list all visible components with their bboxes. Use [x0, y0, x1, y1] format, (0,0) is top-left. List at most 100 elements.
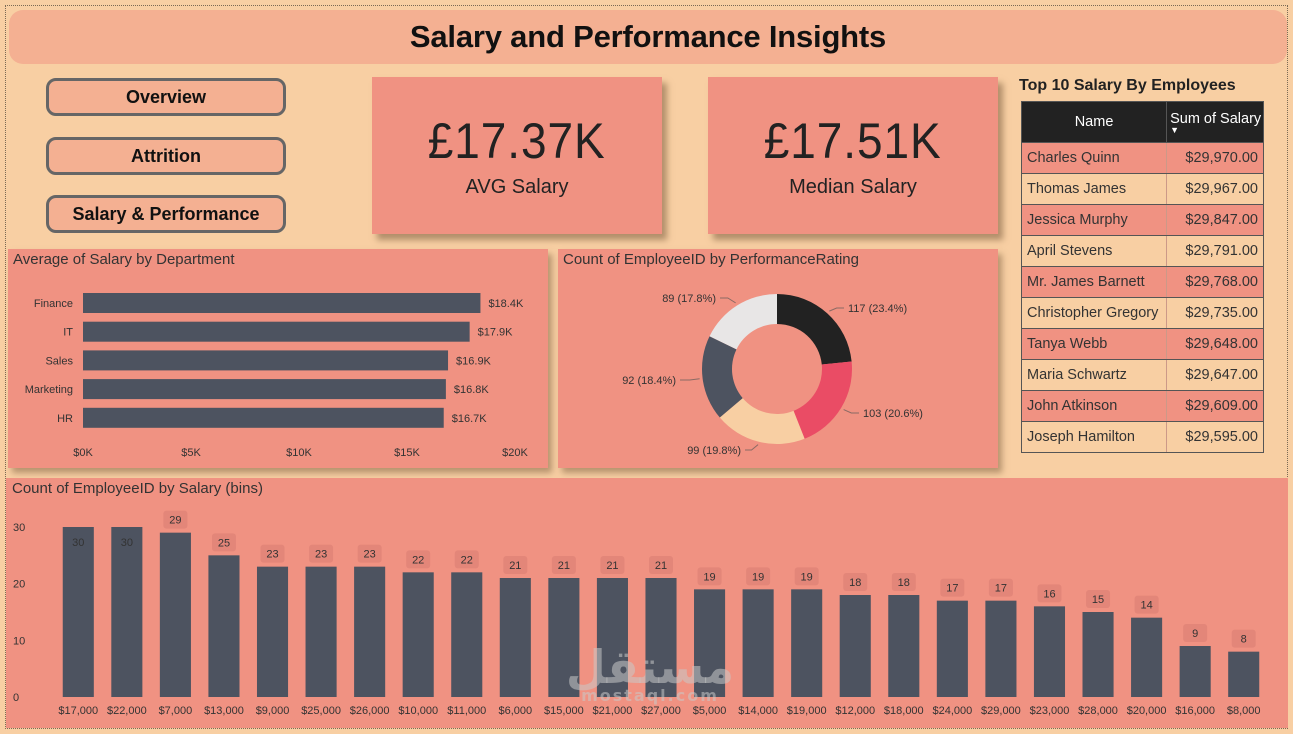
sort-descending-icon: ▼ [1170, 124, 1180, 135]
bar [1179, 646, 1211, 697]
data-label: 18 [898, 577, 910, 589]
bar [1228, 651, 1260, 697]
employee-name-cell: Christopher Gregory [1020, 297, 1168, 329]
table-row[interactable]: Thomas James $29,967.00 [1020, 173, 1264, 205]
data-label: 17 [946, 583, 958, 595]
page-border [5, 5, 1288, 729]
y-tick-label: 0 [13, 692, 19, 704]
table-row[interactable]: Tanya Webb $29,648.00 [1020, 328, 1264, 360]
x-tick-label: $25,000 [301, 705, 341, 717]
bar [256, 566, 289, 697]
data-label: 19 [752, 571, 764, 583]
data-label-bg [1231, 629, 1256, 648]
table-row[interactable]: Jessica Murphy $29,847.00 [1020, 204, 1264, 236]
donut-slice [719, 398, 805, 444]
table-row[interactable]: John Atkinson $29,609.00 [1020, 390, 1264, 422]
bar [159, 532, 191, 697]
data-label-bg [211, 533, 236, 552]
donut-slice [777, 294, 852, 365]
nav-button-salary-performance[interactable]: Salary & Performance [46, 195, 286, 233]
data-label-bg [746, 567, 771, 586]
column-header-label: Name [1074, 114, 1114, 130]
bar [83, 293, 481, 313]
data-label-bg [794, 567, 819, 586]
x-tick-label: $14,000 [738, 705, 778, 717]
employee-name-cell: Thomas James [1020, 173, 1168, 205]
data-label: 22 [461, 554, 473, 566]
category-label: Finance [34, 298, 73, 310]
table-row[interactable]: Charles Quinn $29,970.00 [1020, 142, 1264, 174]
column-header-name[interactable]: Name [1020, 101, 1168, 143]
bins-chart-svg: 0 10 20 30 30 $17,000 30 $22,000 29 $7,000 25 $13,0… [13, 510, 1261, 717]
kpi-card-avg-salary: £17.37K AVG Salary [372, 77, 662, 234]
data-label-bg [551, 556, 576, 574]
bar [208, 555, 240, 697]
bar [305, 566, 337, 697]
bar [1131, 617, 1163, 697]
bar [985, 600, 1017, 697]
x-tick-label: $22,000 [107, 705, 147, 717]
nav-button-attrition[interactable]: Attrition [46, 137, 286, 175]
chart-title: Count of EmployeeID by Salary (bins) [12, 480, 263, 497]
table-row[interactable]: Joseph Hamilton $29,595.00 [1020, 421, 1264, 453]
bar [83, 379, 446, 400]
data-label: 99 (19.8%) [687, 445, 741, 457]
data-label-bg [406, 550, 431, 569]
bar [499, 578, 531, 697]
data-label-bg [940, 578, 965, 597]
employee-name-cell: Jessica Murphy [1020, 204, 1168, 236]
column-header-sum-of-salary[interactable]: Sum of Salary ▼ [1166, 101, 1264, 143]
kpi-label: AVG Salary [465, 176, 569, 198]
data-label: 9 [1192, 628, 1198, 640]
data-label: 19 [703, 571, 715, 583]
kpi-value: £17.37K [428, 113, 606, 169]
x-tick-label: $17,000 [58, 705, 98, 717]
data-label: 21 [655, 560, 667, 572]
bar [402, 572, 434, 697]
category-label: HR [57, 413, 73, 425]
category-label: IT [63, 327, 73, 339]
nav-button-overview[interactable]: Overview [46, 78, 286, 116]
chart-panel-performance-rating: Count of EmployeeID by PerformanceRating… [558, 249, 998, 468]
data-label-bg [309, 544, 334, 563]
data-label: 23 [364, 549, 376, 561]
bar [1082, 612, 1114, 697]
data-label: 23 [315, 549, 327, 561]
leader-line [829, 307, 844, 312]
data-label-bg [600, 556, 625, 574]
y-tick-label: 20 [13, 579, 25, 591]
table-row[interactable]: Maria Schwartz $29,647.00 [1020, 359, 1264, 391]
table-row[interactable]: Christopher Gregory $29,735.00 [1020, 297, 1264, 329]
data-label: 8 [1241, 634, 1247, 646]
data-label-bg [1183, 624, 1208, 642]
column-header-label: Sum of Salary [1170, 110, 1262, 127]
data-label: $17.9K [478, 327, 514, 339]
x-tick-label: $20,000 [1127, 705, 1167, 717]
data-label: 103 (20.6%) [863, 408, 923, 420]
data-label: 29 [169, 515, 181, 527]
bar [596, 578, 628, 697]
x-tick-label: $19,000 [787, 705, 827, 717]
leader-line [720, 297, 736, 304]
x-tick-label: $6,000 [498, 705, 532, 717]
data-label: 30 [121, 537, 133, 549]
table-row[interactable]: Mr. James Barnett $29,768.00 [1020, 266, 1264, 298]
bar [645, 578, 677, 697]
bar [1033, 606, 1066, 697]
x-tick-label: $29,000 [981, 705, 1021, 717]
bar [83, 350, 449, 371]
dept-chart-svg: Finance $18.4K IT $17.9K Sales $16.9K Marketin… [25, 293, 529, 459]
data-label: 17 [995, 583, 1007, 595]
data-label: 21 [558, 560, 570, 572]
data-label: $16.9K [456, 355, 492, 367]
x-tick-label: $11,000 [447, 705, 486, 717]
x-tick-label: $8,000 [1227, 705, 1261, 717]
x-tick-label: $16,000 [1175, 705, 1215, 717]
x-tick-label: $15,000 [544, 705, 584, 717]
leader-line [680, 378, 700, 381]
y-tick-label: 10 [13, 635, 25, 647]
chart-title: Average of Salary by Department [13, 251, 235, 268]
y-tick-label: 30 [13, 522, 25, 534]
bar [888, 595, 920, 697]
table-row[interactable]: April Stevens $29,791.00 [1020, 235, 1264, 267]
